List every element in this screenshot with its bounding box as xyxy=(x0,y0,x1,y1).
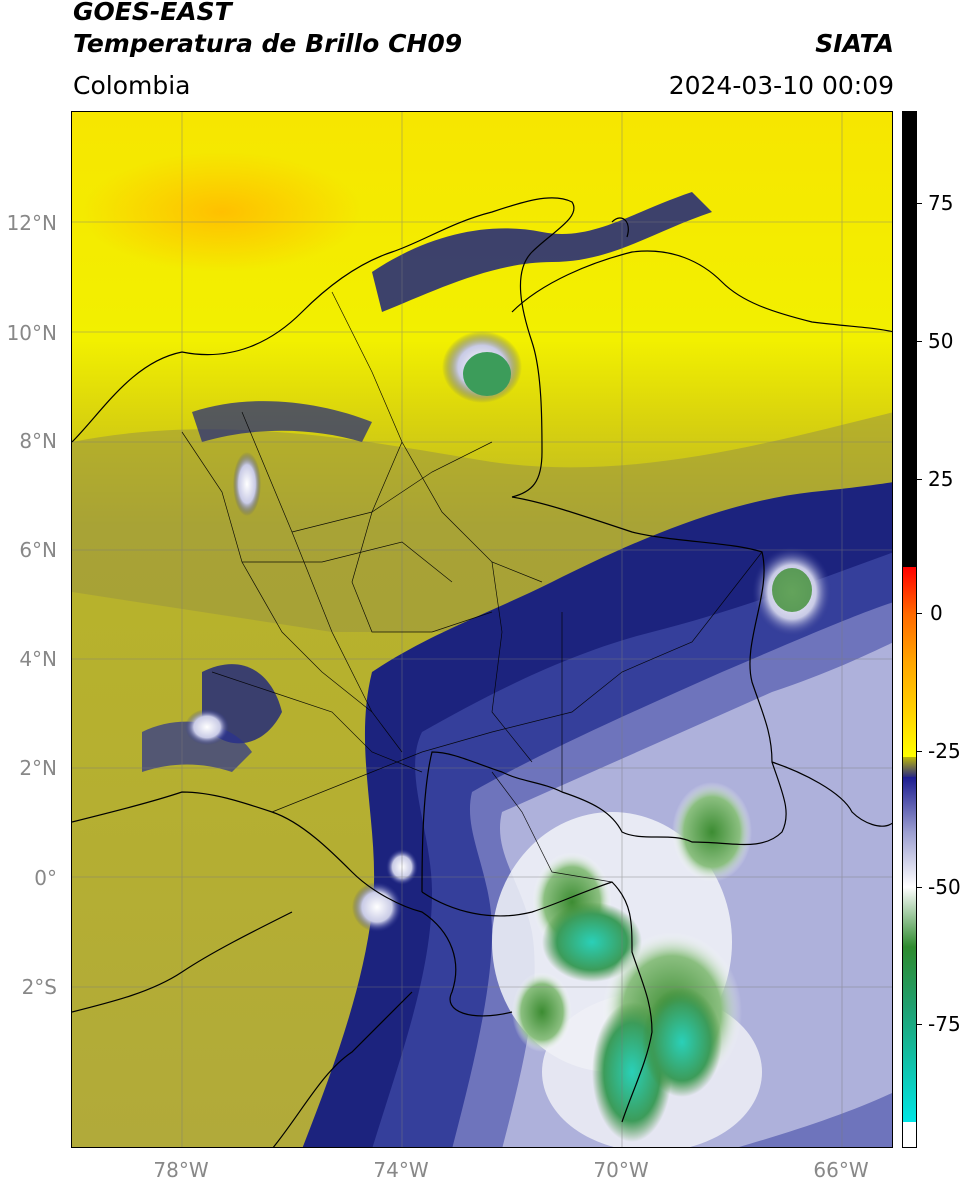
colorbar-label: 0 xyxy=(930,601,943,625)
map-canvas xyxy=(72,112,892,1147)
region-label: Colombia xyxy=(73,71,191,100)
title-product: Temperatura de Brillo CH09 xyxy=(73,29,463,58)
colorbar-label: 50 xyxy=(928,329,954,353)
colorbar-label: 25 xyxy=(928,467,954,491)
datetime-label: 2024-03-10 00:09 xyxy=(668,71,894,100)
temperature-colorbar xyxy=(902,111,917,1148)
title-satellite: GOES-EAST xyxy=(73,0,232,26)
source-label: SIATA xyxy=(815,29,894,58)
lat-label: 6°N xyxy=(19,538,57,562)
lat-label: 2°N xyxy=(19,756,57,780)
lat-label: 10°N xyxy=(6,321,57,345)
department-borders xyxy=(181,291,763,883)
lon-label: 74°W xyxy=(373,1158,429,1182)
lat-label: 8°N xyxy=(19,429,57,453)
lat-label: 4°N xyxy=(19,647,57,671)
colorbar-label: -50 xyxy=(928,875,961,899)
satellite-map[interactable] xyxy=(71,111,893,1148)
lat-label: 12°N xyxy=(6,211,57,235)
lon-label: 78°W xyxy=(153,1158,209,1182)
lat-label: 0° xyxy=(34,866,57,890)
lon-label: 66°W xyxy=(813,1158,869,1182)
colorbar-label: -25 xyxy=(928,739,961,763)
country-borders xyxy=(72,197,892,1147)
colorbar-label: -75 xyxy=(928,1012,961,1036)
colorbar-label: 75 xyxy=(928,191,954,215)
lat-label: 2°S xyxy=(21,975,57,999)
lon-label: 70°W xyxy=(593,1158,649,1182)
